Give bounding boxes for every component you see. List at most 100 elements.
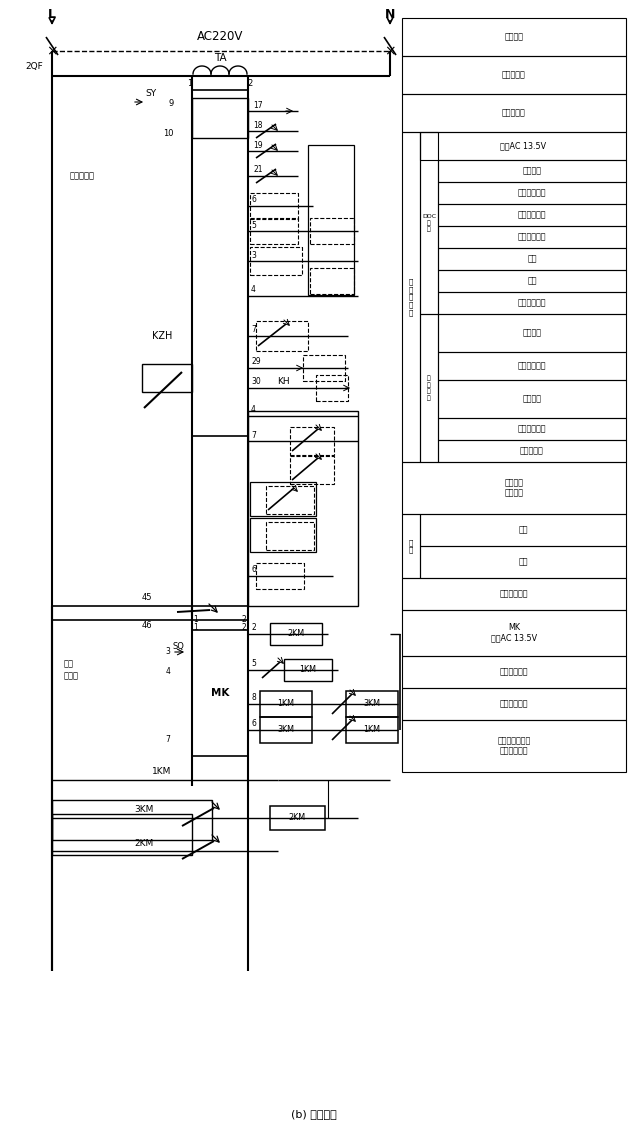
Text: KZH: KZH <box>151 331 172 341</box>
Bar <box>438 292 626 314</box>
Text: 7: 7 <box>165 735 170 744</box>
Bar <box>402 18 626 56</box>
Bar <box>402 578 626 610</box>
Text: SQ: SQ <box>172 642 184 651</box>
Text: 3: 3 <box>165 648 170 657</box>
Text: 运行传感器: 运行传感器 <box>70 172 95 181</box>
Bar <box>310 268 354 294</box>
Bar <box>250 247 302 275</box>
Bar <box>310 218 354 244</box>
Bar <box>402 720 626 772</box>
Bar <box>438 270 626 292</box>
Text: 电源AC 13.5V: 电源AC 13.5V <box>500 142 546 150</box>
Bar <box>438 160 626 182</box>
Text: AC220V: AC220V <box>197 30 243 42</box>
Text: 2: 2 <box>247 80 252 89</box>
Bar <box>402 610 626 655</box>
Bar <box>438 182 626 204</box>
Text: 4: 4 <box>251 406 256 415</box>
Text: 1: 1 <box>187 80 193 89</box>
Text: 3KM: 3KM <box>134 805 153 815</box>
Text: 18: 18 <box>253 120 263 130</box>
Text: 2KM: 2KM <box>134 838 153 847</box>
Bar <box>438 226 626 248</box>
Text: 46: 46 <box>141 621 152 630</box>
Text: 机
旁: 机 旁 <box>409 538 413 553</box>
Text: 6: 6 <box>251 195 256 204</box>
Bar <box>420 546 626 578</box>
Bar <box>192 90 248 436</box>
Text: 联动状态反馈: 联动状态反馈 <box>517 189 546 198</box>
Text: 3: 3 <box>251 251 256 259</box>
Bar <box>346 691 398 717</box>
Text: ×: × <box>46 44 58 58</box>
Bar <box>420 132 626 160</box>
Text: 7: 7 <box>251 431 256 440</box>
Bar <box>438 381 626 418</box>
Text: 5: 5 <box>251 220 256 229</box>
Text: 风机运行回路: 风机运行回路 <box>500 590 528 599</box>
Text: 6: 6 <box>251 719 256 728</box>
Bar <box>250 193 298 219</box>
Text: 控制断路器: 控制断路器 <box>502 70 526 80</box>
Text: 3KM: 3KM <box>278 726 295 735</box>
Text: 19: 19 <box>253 141 263 150</box>
Text: 硬线启动: 硬线启动 <box>522 394 541 403</box>
Text: 风机运行反馈: 风机运行反馈 <box>517 425 546 434</box>
Bar <box>250 518 316 552</box>
Text: 启动: 启动 <box>518 558 528 567</box>
Text: 4: 4 <box>165 668 170 677</box>
Text: 2KM: 2KM <box>288 813 306 822</box>
Text: 风机运行反馈: 风机运行反馈 <box>517 210 546 219</box>
Bar <box>52 800 212 840</box>
Text: 2QF: 2QF <box>25 61 43 70</box>
Bar <box>402 132 420 462</box>
Text: 7: 7 <box>251 326 256 334</box>
Text: 降压启动及降压
转换全压回路: 降压启动及降压 转换全压回路 <box>497 736 531 755</box>
Bar <box>438 440 626 462</box>
Text: 1KM: 1KM <box>278 700 295 709</box>
Text: 2KM: 2KM <box>288 629 305 638</box>
Text: 消
防
控
制: 消 防 控 制 <box>427 375 431 401</box>
Text: 控制变压器: 控制变压器 <box>502 109 526 117</box>
Bar <box>402 513 420 578</box>
Bar <box>402 56 626 94</box>
Text: L: L <box>48 8 56 20</box>
Bar <box>438 204 626 226</box>
Bar <box>266 523 314 550</box>
Bar <box>290 456 334 484</box>
Text: 17: 17 <box>253 100 263 109</box>
Text: MK
电源AC 13.5V: MK 电源AC 13.5V <box>491 624 537 643</box>
Bar <box>290 427 334 456</box>
Text: 总线模块停止: 总线模块停止 <box>517 299 546 308</box>
Bar <box>420 132 438 314</box>
Bar <box>266 486 314 513</box>
Bar <box>52 815 192 855</box>
Bar <box>346 717 398 743</box>
Bar <box>402 94 626 132</box>
Text: 30: 30 <box>251 377 261 386</box>
Text: 4: 4 <box>251 285 256 294</box>
Text: 硬线停止: 硬线停止 <box>522 328 541 337</box>
Text: 2: 2 <box>242 616 246 625</box>
Bar <box>256 321 308 351</box>
Text: 8: 8 <box>251 693 256 702</box>
Text: 2: 2 <box>251 624 256 633</box>
Bar <box>438 314 626 352</box>
Text: 1KM: 1KM <box>364 726 381 735</box>
Text: TA: TA <box>214 53 226 62</box>
Text: 风机故障反馈: 风机故障反馈 <box>517 233 546 242</box>
Text: 1KM: 1KM <box>300 666 317 675</box>
Text: 1: 1 <box>193 624 198 633</box>
Bar <box>308 145 354 295</box>
Text: 3KM: 3KM <box>364 700 381 709</box>
Bar <box>402 655 626 688</box>
Bar <box>420 314 438 462</box>
Text: 45: 45 <box>141 593 152 602</box>
Bar <box>260 717 312 743</box>
Bar <box>303 354 345 381</box>
Text: 全压运行回路: 全压运行回路 <box>500 700 528 709</box>
Bar <box>248 411 358 605</box>
Text: 启动: 启动 <box>528 254 537 264</box>
Bar <box>192 630 248 755</box>
